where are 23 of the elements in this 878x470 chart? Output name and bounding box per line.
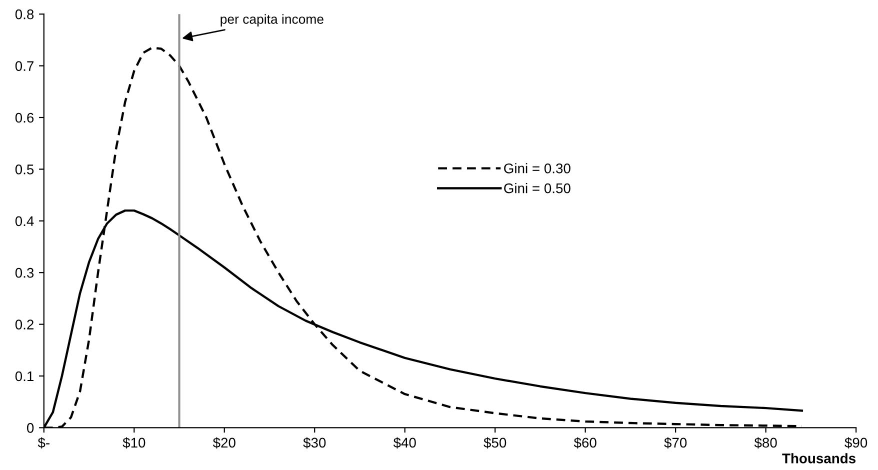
x-tick-label: $60 <box>574 437 596 448</box>
y-tick-label: 0.7 <box>15 61 34 71</box>
ref-line-label: per capita income <box>220 14 324 26</box>
x-tick-label: $80 <box>754 437 777 448</box>
y-tick-label: 0.1 <box>15 371 34 382</box>
x-tick-label: $90 <box>844 437 868 448</box>
x-tick-label: $- <box>38 437 50 448</box>
x-tick-label: $50 <box>484 437 506 448</box>
y-tick-label: 0.5 <box>15 164 34 174</box>
y-tick-label: 0.3 <box>15 268 34 278</box>
y-tick-label: 0.6 <box>15 112 34 123</box>
y-tick-label: 0.2 <box>15 320 34 330</box>
x-tick-label: $10 <box>122 437 146 448</box>
x-tick-label: $20 <box>212 437 236 448</box>
y-tick-label: 0 <box>26 423 34 433</box>
x-tick-label: $40 <box>393 437 416 448</box>
legend-label: Gini = 0.50 <box>504 183 570 194</box>
y-tick-label: 0.8 <box>15 9 34 20</box>
x-axis-title: Thousands <box>782 453 856 464</box>
x-tick-label: $70 <box>664 437 687 448</box>
legend-label: Gini = 0.30 <box>504 163 570 174</box>
y-tick-label: 0.4 <box>15 216 34 226</box>
x-tick-label: $30 <box>303 437 326 448</box>
